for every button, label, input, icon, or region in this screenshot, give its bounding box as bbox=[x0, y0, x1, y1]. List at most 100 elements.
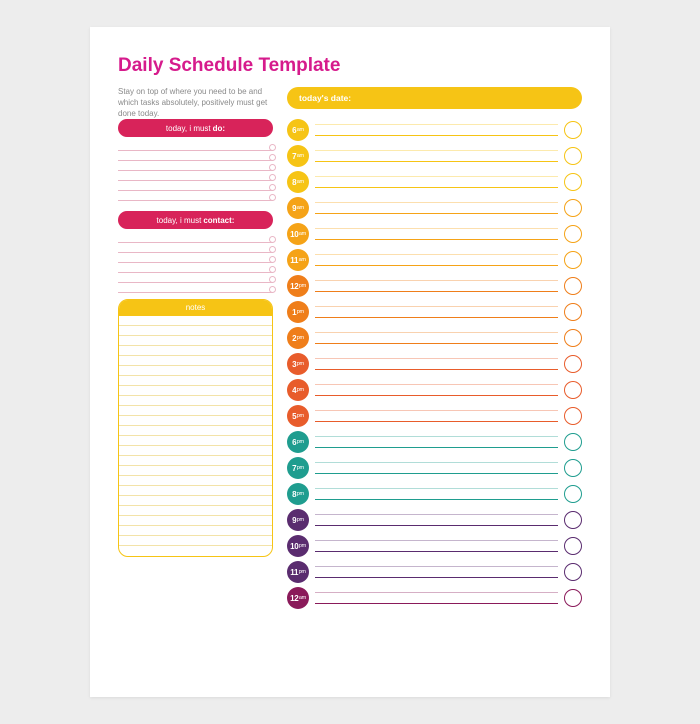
hour-circle: 1pm bbox=[287, 301, 309, 323]
date-label: today's date: bbox=[299, 93, 351, 103]
notes-line bbox=[119, 396, 272, 406]
hour-ampm: pm bbox=[299, 543, 306, 549]
hour-row: 1pm bbox=[287, 299, 582, 325]
hour-end-circle bbox=[564, 199, 582, 217]
hour-lines bbox=[315, 327, 558, 349]
checkbox-circle bbox=[269, 266, 276, 273]
hour-circle: 8pm bbox=[287, 483, 309, 505]
ruled-line bbox=[118, 243, 273, 253]
hour-row: 9pm bbox=[287, 507, 582, 533]
hour-row: 7pm bbox=[287, 455, 582, 481]
hour-row: 3pm bbox=[287, 351, 582, 377]
hour-end-circle bbox=[564, 537, 582, 555]
hour-end-circle bbox=[564, 433, 582, 451]
hour-circle: 10am bbox=[287, 223, 309, 245]
checkbox-circle bbox=[269, 194, 276, 201]
hour-number: 9 bbox=[292, 516, 296, 525]
hour-number: 11 bbox=[290, 256, 298, 265]
ruled-line bbox=[118, 273, 273, 283]
checkbox-circle bbox=[269, 236, 276, 243]
must-contact-prefix: today, i must bbox=[157, 216, 202, 225]
hour-circle: 11am bbox=[287, 249, 309, 271]
notes-line bbox=[119, 336, 272, 346]
hour-circle: 9am bbox=[287, 197, 309, 219]
hour-lines bbox=[315, 353, 558, 375]
hour-ampm: pm bbox=[297, 335, 304, 341]
checkbox-circle bbox=[269, 256, 276, 263]
hour-ampm: pm bbox=[297, 361, 304, 367]
notes-line bbox=[119, 446, 272, 456]
notes-line bbox=[119, 536, 272, 546]
notes-line bbox=[119, 436, 272, 446]
hour-end-circle bbox=[564, 329, 582, 347]
notes-line bbox=[119, 506, 272, 516]
hour-circle: 12am bbox=[287, 587, 309, 609]
checkbox-circle bbox=[269, 144, 276, 151]
hour-lines bbox=[315, 405, 558, 427]
hour-row: 9am bbox=[287, 195, 582, 221]
must-contact-header: today, i must contact: bbox=[118, 211, 273, 229]
hour-row: 7am bbox=[287, 143, 582, 169]
notes-header: notes bbox=[119, 300, 272, 316]
hour-number: 10 bbox=[290, 542, 298, 551]
hour-ampm: am bbox=[299, 595, 306, 601]
hour-circle: 12pm bbox=[287, 275, 309, 297]
hour-lines bbox=[315, 535, 558, 557]
notes-line bbox=[119, 386, 272, 396]
notes-line bbox=[119, 316, 272, 326]
hour-end-circle bbox=[564, 459, 582, 477]
hour-lines bbox=[315, 301, 558, 323]
hour-circle: 6pm bbox=[287, 431, 309, 453]
hour-lines bbox=[315, 379, 558, 401]
ruled-line bbox=[118, 181, 273, 191]
notes-line bbox=[119, 496, 272, 506]
ruled-line bbox=[118, 283, 273, 293]
hour-circle: 2pm bbox=[287, 327, 309, 349]
checkbox-circle bbox=[269, 246, 276, 253]
hour-circle: 4pm bbox=[287, 379, 309, 401]
hour-lines bbox=[315, 145, 558, 167]
notes-line bbox=[119, 326, 272, 336]
notes-line bbox=[119, 356, 272, 366]
checkbox-circle bbox=[269, 164, 276, 171]
hour-end-circle bbox=[564, 251, 582, 269]
notes-line bbox=[119, 486, 272, 496]
hour-ampm: am bbox=[297, 205, 304, 211]
ruled-line bbox=[118, 161, 273, 171]
hour-lines bbox=[315, 119, 558, 141]
hour-end-circle bbox=[564, 173, 582, 191]
checkbox-circle bbox=[269, 174, 276, 181]
notes-line bbox=[119, 366, 272, 376]
hour-row: 5pm bbox=[287, 403, 582, 429]
hour-ampm: pm bbox=[297, 309, 304, 315]
hour-number: 1 bbox=[292, 308, 296, 317]
hour-circle: 8am bbox=[287, 171, 309, 193]
hour-end-circle bbox=[564, 147, 582, 165]
hour-number: 3 bbox=[292, 360, 296, 369]
hour-lines bbox=[315, 483, 558, 505]
hour-circle: 7pm bbox=[287, 457, 309, 479]
hour-number: 10 bbox=[290, 230, 298, 239]
hour-row: 2pm bbox=[287, 325, 582, 351]
hour-number: 6 bbox=[292, 126, 296, 135]
hour-row: 12am bbox=[287, 585, 582, 611]
hour-number: 9 bbox=[292, 204, 296, 213]
hour-row: 6am bbox=[287, 117, 582, 143]
checkbox-circle bbox=[269, 276, 276, 283]
hour-number: 6 bbox=[292, 438, 296, 447]
hour-ampm: pm bbox=[297, 465, 304, 471]
ruled-line bbox=[118, 233, 273, 243]
hour-number: 7 bbox=[292, 464, 296, 473]
notes-line bbox=[119, 526, 272, 536]
notes-line bbox=[119, 406, 272, 416]
hour-ampm: pm bbox=[297, 387, 304, 393]
ruled-line bbox=[118, 151, 273, 161]
hour-number: 5 bbox=[292, 412, 296, 421]
hour-circle: 10pm bbox=[287, 535, 309, 557]
hour-row: 10pm bbox=[287, 533, 582, 559]
right-column: today's date: 6am7am8am9am10am11am12pm1p… bbox=[287, 87, 582, 611]
hour-ampm: am bbox=[297, 179, 304, 185]
hour-lines bbox=[315, 509, 558, 531]
hour-end-circle bbox=[564, 563, 582, 581]
ruled-line bbox=[118, 191, 273, 201]
